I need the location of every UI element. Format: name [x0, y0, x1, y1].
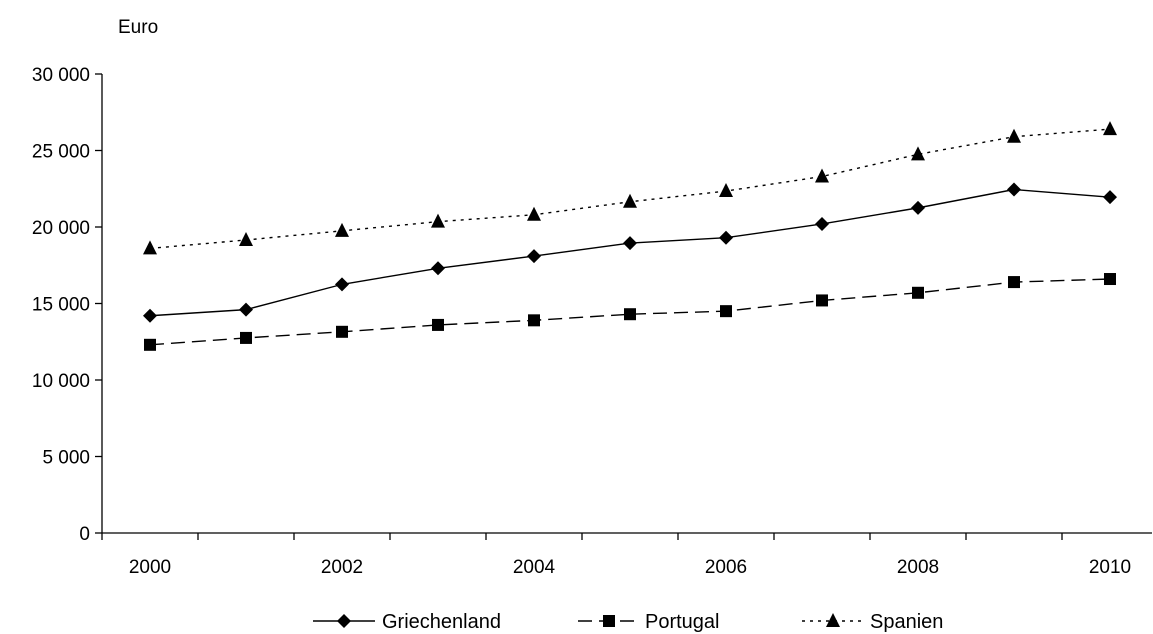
data-point	[143, 240, 157, 255]
data-point	[240, 331, 252, 344]
data-point	[431, 213, 445, 228]
data-point	[624, 308, 636, 321]
x-tick-label: 2004	[513, 557, 556, 578]
data-point	[239, 232, 253, 247]
legend-item-spanien: Spanien	[802, 611, 943, 633]
data-point	[911, 146, 925, 161]
legend-label: Griechenland	[382, 611, 501, 633]
x-tick-label: 2006	[705, 557, 747, 578]
data-point	[335, 277, 349, 292]
data-point	[815, 168, 829, 183]
data-point	[719, 183, 733, 198]
x-tick-label: 2008	[897, 557, 939, 578]
series-line	[149, 188, 1111, 317]
y-tick-label: 25 000	[32, 142, 90, 163]
y-tick-label: 20 000	[32, 218, 90, 239]
y-tick-label: 10 000	[32, 371, 90, 392]
data-point	[912, 286, 924, 299]
data-point	[1007, 182, 1021, 197]
legend-marker	[826, 613, 840, 627]
data-point	[623, 193, 637, 208]
data-point	[239, 302, 253, 317]
data-point	[432, 318, 444, 331]
x-tick-label: 2010	[1089, 557, 1131, 578]
data-point	[144, 338, 156, 351]
x-tick-label: 2002	[321, 557, 363, 578]
data-point	[1103, 121, 1117, 136]
data-point	[1008, 276, 1020, 289]
y-tick-label: 0	[79, 524, 90, 545]
data-point	[720, 305, 732, 318]
legend-item-portugal: Portugal	[578, 611, 720, 633]
series-layer	[143, 121, 1117, 351]
data-point	[623, 236, 637, 251]
data-point	[1104, 273, 1116, 286]
data-point	[1007, 128, 1021, 143]
data-point	[143, 308, 157, 323]
series-portugal	[144, 273, 1116, 351]
legend-marker	[337, 614, 351, 628]
data-point	[1103, 190, 1117, 205]
legend-label: Portugal	[645, 611, 720, 633]
legend-marker	[603, 615, 615, 627]
data-point	[816, 294, 828, 307]
data-point	[528, 314, 540, 327]
data-point	[431, 261, 445, 276]
y-axis-title: Euro	[118, 17, 158, 38]
y-tick-label: 15 000	[32, 295, 90, 316]
data-point	[527, 249, 541, 264]
y-tick-label: 5 000	[42, 448, 90, 469]
series-griechenland	[143, 182, 1117, 323]
data-point	[527, 206, 541, 221]
series-spanien	[143, 121, 1117, 255]
series-line	[149, 128, 1111, 250]
series-line	[149, 278, 1111, 346]
x-tick-label: 2000	[129, 557, 171, 578]
data-point	[719, 230, 733, 245]
legend-item-griechenland: Griechenland	[313, 611, 501, 633]
data-point	[815, 216, 829, 231]
legend-label: Spanien	[870, 611, 943, 633]
y-tick-label: 30 000	[32, 65, 90, 86]
axes: 0 5 000 10 000 15 000 20 000 25 000 30 000 2000…	[32, 65, 1152, 578]
data-point	[911, 200, 925, 215]
data-point	[336, 325, 348, 338]
legend: Griechenland Portugal Spanien	[313, 611, 943, 633]
data-point	[335, 222, 349, 237]
